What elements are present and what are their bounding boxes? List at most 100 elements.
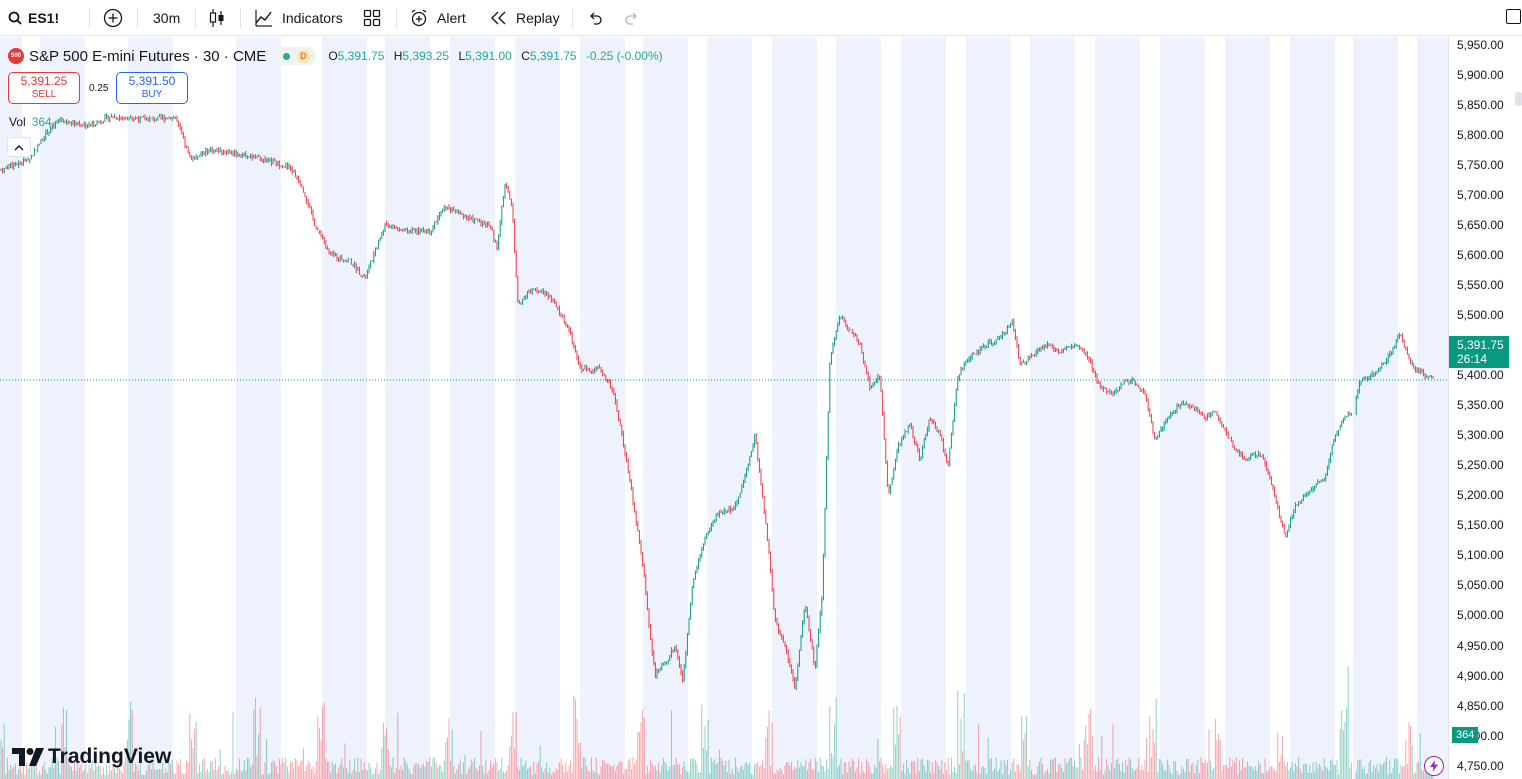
symbol-title[interactable]: S&P 500 E-mini Futures · 30 · CME	[29, 47, 267, 65]
volume-bar	[1200, 757, 1202, 779]
volume-bar	[154, 769, 156, 779]
volume-bar	[1053, 758, 1055, 779]
volume-bar	[109, 764, 111, 779]
volume-bar	[102, 767, 104, 779]
volume-bar	[781, 769, 783, 779]
volume-bar	[1254, 766, 1256, 779]
volume-bar	[480, 730, 482, 779]
volume-bar	[270, 762, 272, 779]
replay-button[interactable]: Replay	[490, 0, 560, 36]
interval-button[interactable]: 30m	[153, 0, 180, 36]
volume-bar	[1035, 774, 1037, 779]
volume-bar	[512, 711, 514, 779]
volume-bar	[1102, 774, 1104, 779]
volume-bar	[522, 766, 524, 779]
last-price-label: 5,391.75 26:14	[1449, 336, 1509, 368]
buy-button[interactable]: 5,391.50 BUY	[116, 72, 188, 104]
redo-button[interactable]	[624, 0, 640, 36]
price-chart-canvas[interactable]	[0, 37, 1448, 779]
volume-bar	[866, 758, 868, 779]
price-axis-scroll-handle[interactable]	[1515, 92, 1522, 106]
volume-bar	[1146, 737, 1148, 779]
volume-bar	[646, 766, 648, 779]
layouts-button[interactable]	[363, 0, 381, 36]
volume-bar	[1275, 771, 1277, 779]
volume-bar	[557, 769, 559, 779]
volume-bar	[123, 762, 125, 779]
symbol-search-button[interactable]: ES1!	[8, 0, 59, 36]
volume-bar	[54, 727, 56, 779]
volume-bar	[723, 765, 725, 779]
volume-bar	[344, 743, 346, 779]
volume-bar	[755, 763, 757, 779]
volume-bar	[1158, 758, 1160, 779]
volume-bar	[1085, 725, 1087, 779]
volume-bar	[891, 767, 893, 779]
volume-bar	[805, 759, 807, 779]
undo-button[interactable]	[587, 0, 603, 36]
volume-bar	[1302, 764, 1304, 779]
volume-bar	[514, 748, 516, 779]
volume-bar	[803, 766, 805, 779]
chart-pane[interactable]: 500 S&P 500 E-mini Futures · 30 · CME D …	[0, 37, 1448, 779]
compare-symbol-button[interactable]	[103, 0, 123, 36]
volume-bar	[1190, 764, 1192, 779]
symbol-legend[interactable]: 500 S&P 500 E-mini Futures · 30 · CME D …	[8, 47, 663, 65]
volume-bar	[1056, 772, 1058, 779]
lightning-icon[interactable]	[1424, 756, 1444, 776]
volume-bar	[1160, 759, 1162, 779]
volume-bar	[806, 769, 808, 779]
volume-bar	[96, 766, 98, 779]
volume-bar	[1018, 764, 1020, 779]
volume-bar	[1192, 762, 1194, 779]
volume-bar	[440, 765, 442, 779]
volume-bar	[1182, 768, 1184, 779]
volume-bar	[373, 773, 375, 779]
volume-bar	[1251, 766, 1253, 779]
collapse-legend-button[interactable]	[7, 137, 31, 157]
volume-bar	[50, 767, 52, 779]
volume-bar	[517, 766, 519, 779]
indicators-button[interactable]: Indicators	[254, 0, 343, 36]
replay-label: Replay	[516, 10, 560, 26]
session-band	[1417, 37, 1448, 779]
volume-bar	[1094, 765, 1096, 779]
volume-bar	[34, 760, 36, 779]
volume-bar	[696, 763, 698, 779]
volume-bar	[1082, 769, 1084, 779]
volume-bar	[179, 759, 181, 779]
price-tick-label: 5,650.00	[1457, 217, 1504, 232]
volume-bar	[1282, 735, 1284, 779]
volume-bar	[1130, 759, 1132, 779]
volume-bar	[933, 773, 935, 779]
volume-bar	[138, 770, 140, 779]
volume-bar	[910, 761, 912, 779]
volume-bar	[421, 765, 423, 779]
volume-bar	[798, 767, 800, 779]
volume-bar	[1187, 759, 1189, 779]
volume-bar	[792, 770, 794, 779]
volume-bar	[1088, 713, 1090, 779]
volume-bar	[152, 757, 154, 779]
volume-bar	[389, 764, 391, 779]
volume-bar	[846, 772, 848, 779]
fullscreen-icon[interactable]	[1506, 9, 1521, 24]
volume-bar	[610, 765, 612, 779]
tradingview-logo[interactable]: TradingView	[12, 745, 171, 769]
volume-bar	[946, 770, 948, 779]
volume-bar	[168, 762, 170, 779]
volume-bar	[83, 770, 85, 779]
sell-button[interactable]: 5,391.25 SELL	[8, 72, 80, 104]
market-status[interactable]: D	[276, 47, 317, 65]
volume-bar	[197, 773, 199, 779]
alert-button[interactable]: Alert	[409, 0, 466, 36]
volume-legend[interactable]: Vol 364	[9, 115, 52, 129]
volume-bar	[126, 739, 128, 779]
chart-type-button[interactable]	[208, 0, 226, 36]
volume-bar	[474, 758, 476, 779]
price-axis[interactable]: 5,950.00 5,900.00 5,850.00 5,800.00 5,750.00…	[1448, 37, 1522, 779]
volume-bar	[994, 768, 996, 779]
volume-bar	[582, 757, 584, 779]
volume-bar	[1382, 763, 1384, 779]
volume-bar	[234, 773, 236, 779]
